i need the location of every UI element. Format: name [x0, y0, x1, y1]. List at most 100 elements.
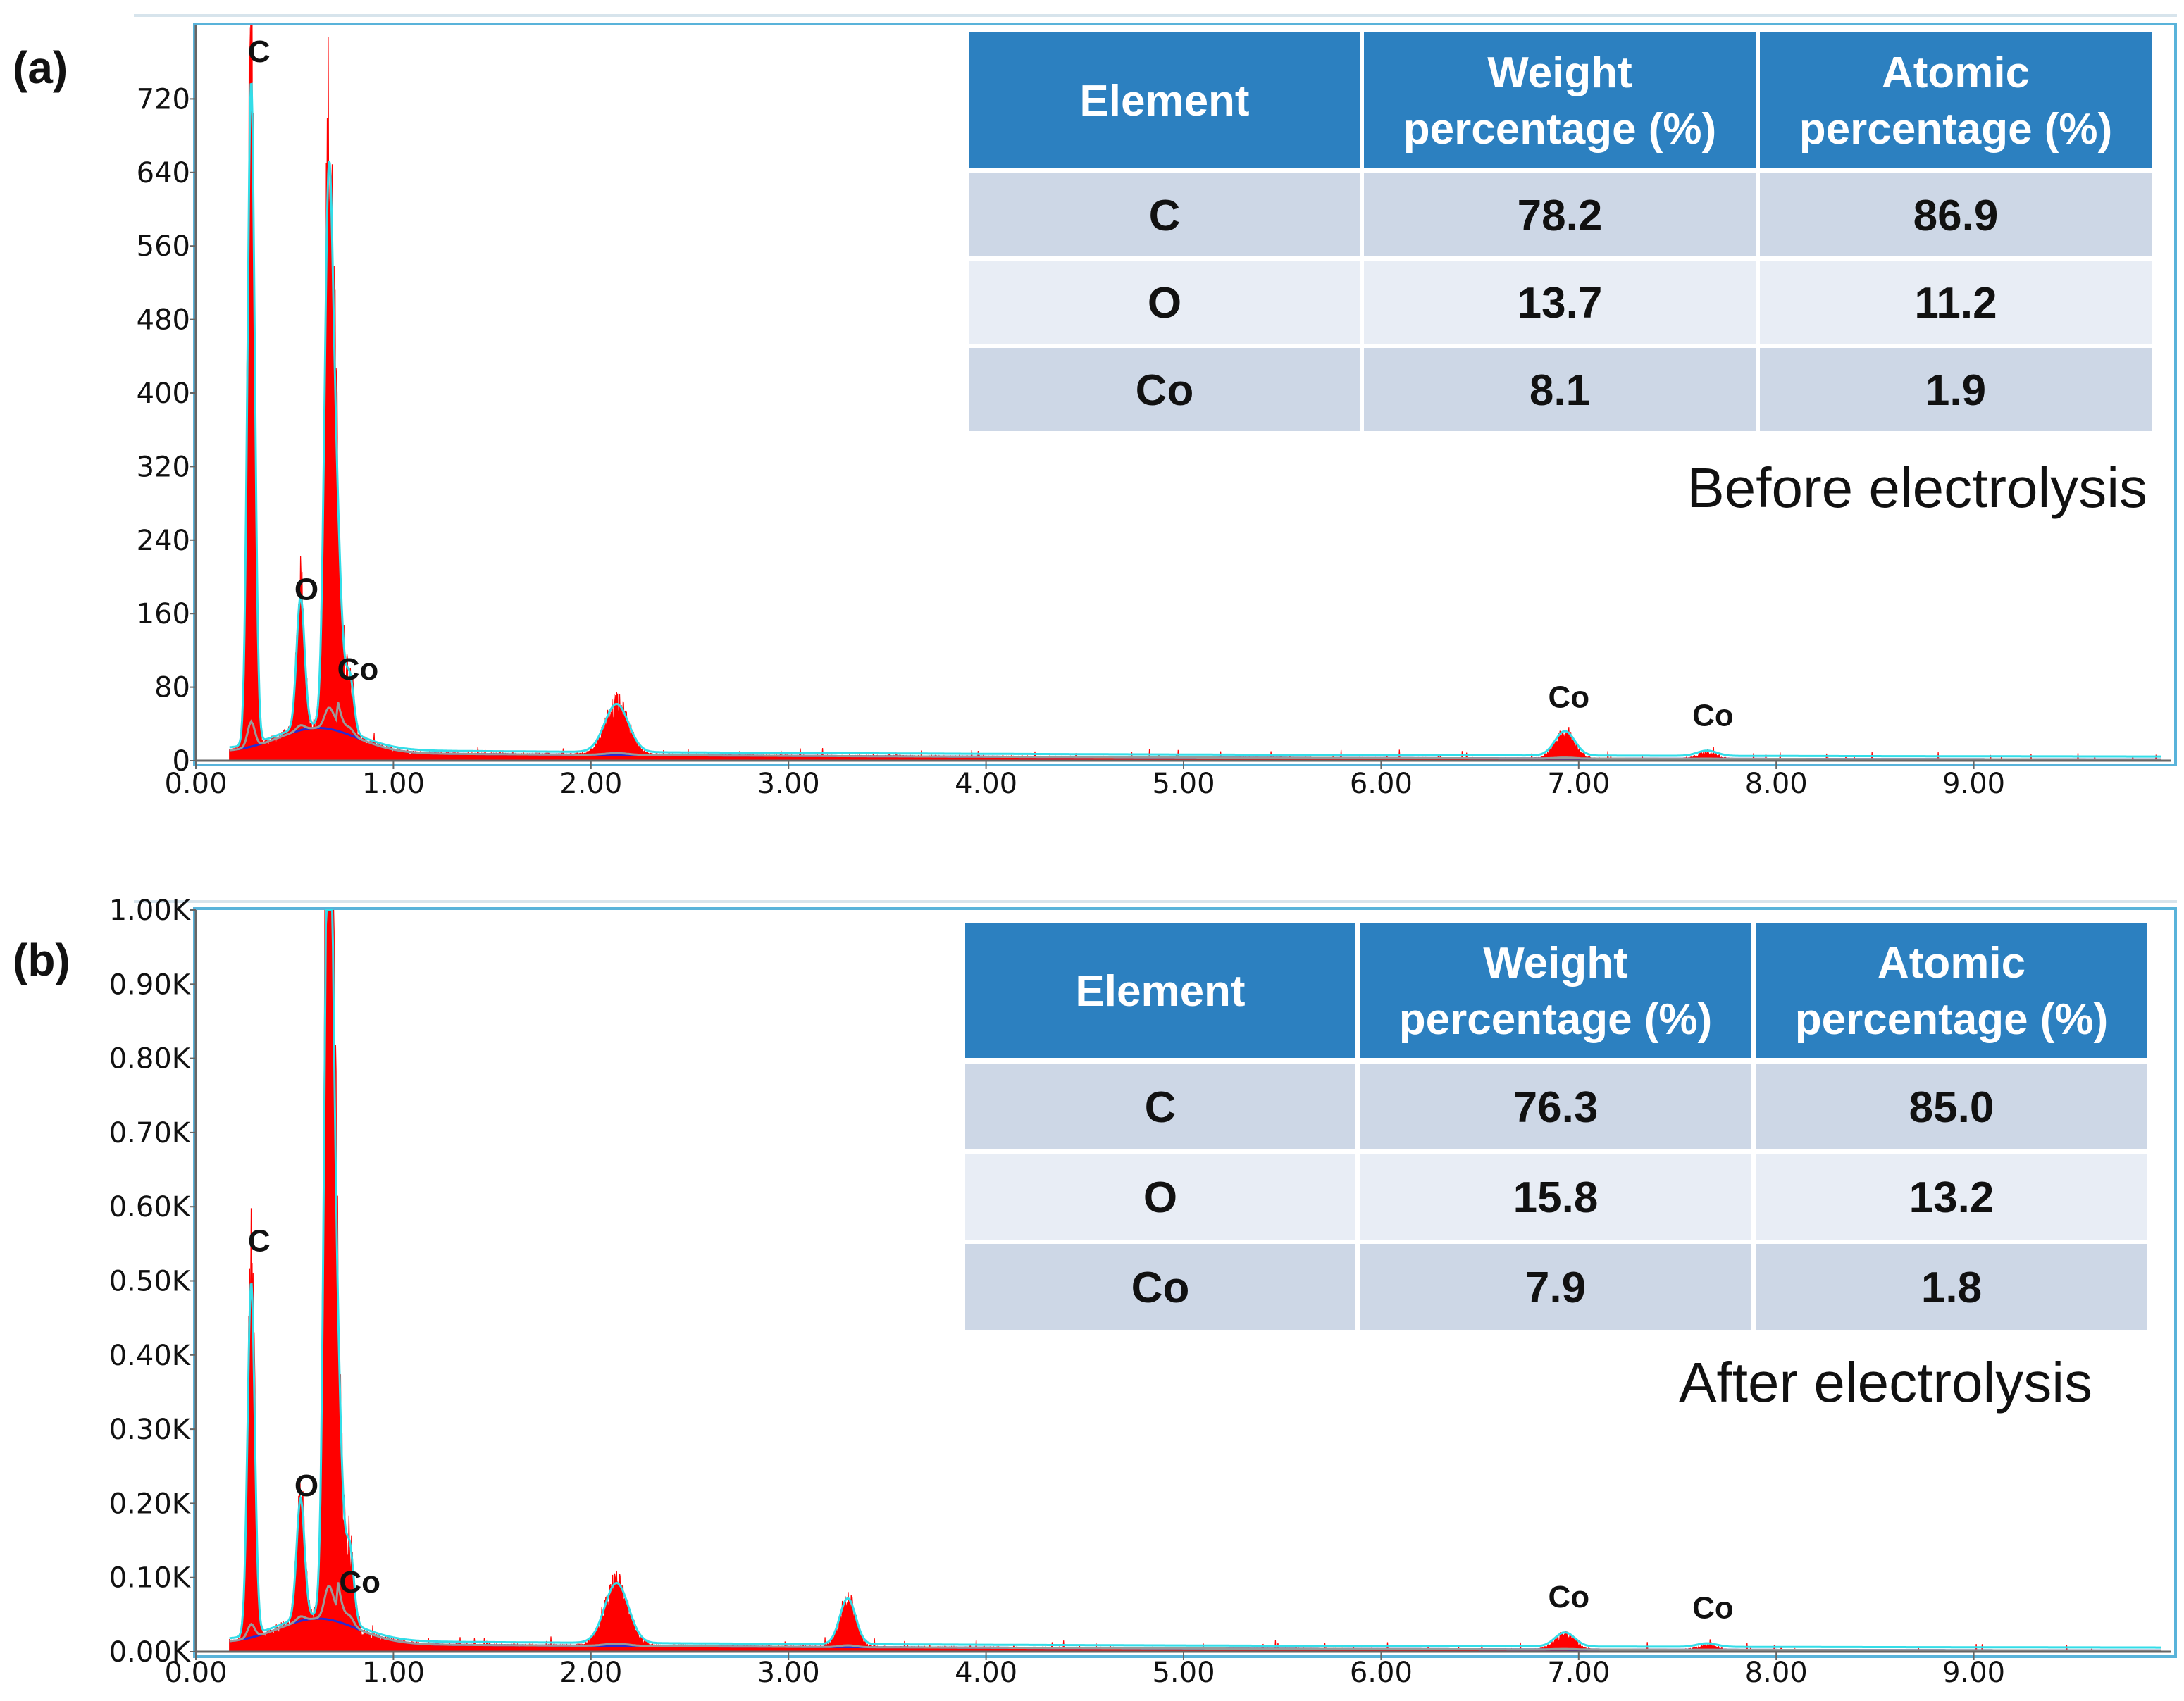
table-header-cell [969, 32, 1360, 168]
table-cell-value: O [1143, 1173, 1177, 1222]
y-tick-label: 0.70K [109, 1117, 192, 1149]
table-cell-value: 76.3 [1513, 1083, 1599, 1132]
peak-label: Co [1692, 1591, 1734, 1626]
y-tick-label: 1.00K [109, 895, 192, 927]
composition-table: Element Weight percentage (%) Atomic percent… [969, 32, 2152, 431]
table-cell [1760, 261, 2152, 344]
y-tick-label: 0.30K [109, 1414, 192, 1446]
y-tick-label: 560 [137, 230, 190, 263]
x-tick-label: 5.00 [1152, 1657, 1215, 1689]
table-cell-value: 11.2 [1914, 279, 1997, 328]
peak-label: Co [1692, 698, 1734, 733]
component-fit-line [229, 702, 2161, 761]
table-cell [1756, 1154, 2147, 1240]
x-tick-label: 7.00 [1547, 1657, 1610, 1689]
table-header-cell [1364, 32, 1756, 168]
x-tick-label: 6.00 [1350, 1657, 1413, 1689]
table-cell-value: 13.7 [1518, 279, 1603, 328]
peak-label: O [294, 573, 318, 607]
table-cell [1360, 1154, 1751, 1240]
table-header-cell [1756, 923, 2147, 1058]
y-tick-label: 0.80K [109, 1043, 192, 1076]
y-tick-label: 240 [137, 525, 190, 557]
panel-b: (b) 0.00 1.00 2.00 3.00 4.00 5.00 6.00 7.00 8.00… [13, 895, 2177, 1689]
table-cell [965, 1154, 1355, 1240]
table-cell-value: 78.2 [1518, 192, 1603, 240]
table-cell [1360, 1244, 1751, 1330]
x-tick-label: 8.00 [1745, 768, 1808, 800]
table-cell-value: 7.9 [1525, 1264, 1586, 1312]
y-tick-label: 0.60K [109, 1191, 192, 1223]
y-tick-label: 720 [137, 83, 190, 116]
x-tick-label: 7.00 [1547, 768, 1610, 800]
x-tick-label: 5.00 [1152, 768, 1215, 800]
table-cell-value: 13.2 [1909, 1173, 1994, 1222]
table-header-text: percentage (%) [1399, 995, 1712, 1044]
table-cell [1364, 348, 1756, 431]
y-tick-label: 0.40K [109, 1340, 192, 1372]
table-cell-value: 1.8 [1921, 1264, 1982, 1312]
table-header-text: Weight [1487, 49, 1632, 97]
y-tick-label: 0 [173, 745, 190, 778]
y-tick-label: 0.00K [109, 1636, 192, 1669]
table-cell [1756, 1244, 2147, 1330]
table-header-text: Weight [1483, 939, 1628, 987]
table-cell [969, 261, 1360, 344]
y-tick-label: 0.10K [109, 1562, 192, 1595]
x-tick-label: 1.00 [362, 1657, 425, 1689]
table-header-text: Atomic [1878, 939, 2025, 987]
table-cell-value: Co [1131, 1264, 1190, 1312]
table-cell-value: Co [1136, 366, 1194, 415]
y-tick-label: 480 [137, 304, 190, 337]
panel-label: (b) [13, 935, 70, 985]
x-tick-label: 3.00 [757, 1657, 820, 1689]
x-tick-label: 2.00 [559, 1657, 622, 1689]
table-cell-value: 86.9 [1913, 192, 1999, 240]
table-header-text: Atomic [1882, 49, 2030, 97]
table-header-text: percentage (%) [1403, 105, 1716, 154]
table-header-text: Element [1075, 967, 1245, 1016]
table-header-cell [1760, 32, 2152, 168]
table-cell [969, 348, 1360, 431]
y-tick-label: 320 [137, 451, 190, 483]
table-cell-value: C [1149, 192, 1181, 240]
peak-label: C [248, 1223, 271, 1258]
x-tick-label: 9.00 [1942, 768, 2005, 800]
composition-table: Element Weight percentage (%) Atomic percent… [965, 923, 2147, 1330]
table-cell [1360, 1064, 1751, 1149]
peak-label: Co [337, 652, 379, 687]
y-tick-label: 0.20K [109, 1488, 192, 1520]
table-cell [1756, 1064, 2147, 1149]
table-cell-value: 1.9 [1925, 366, 1986, 415]
table-header-text: percentage (%) [1795, 995, 2108, 1044]
table-cell [965, 1244, 1355, 1330]
x-tick-label: 0.00 [164, 768, 227, 800]
table-cell [1760, 173, 2152, 256]
table-cell [1364, 173, 1756, 256]
table-cell-value: C [1145, 1083, 1177, 1132]
x-tick-label: 0.00 [164, 1657, 227, 1689]
table-cell-value: 8.1 [1530, 366, 1590, 415]
x-tick-label: 4.00 [955, 1657, 1017, 1689]
chart-caption: Before electrolysis [1687, 456, 2147, 519]
table-header-cell [1360, 923, 1751, 1058]
table-cell-value: 85.0 [1909, 1083, 1994, 1132]
peak-label: O [294, 1469, 318, 1503]
fit-line [229, 909, 2161, 1649]
table-header-text: Element [1079, 77, 1249, 125]
table-header-cell [965, 923, 1355, 1058]
panel-label: (a) [13, 42, 68, 93]
peak-label: Co [339, 1565, 380, 1600]
x-tick-label: 9.00 [1942, 1657, 2005, 1689]
table-cell [1760, 348, 2152, 431]
table-cell-value: O [1148, 279, 1181, 328]
fit-line [229, 82, 2161, 758]
y-tick-label: 160 [137, 598, 190, 630]
y-tick-label: 0.90K [109, 968, 192, 1001]
y-tick-label: 400 [137, 378, 190, 410]
y-tick-label: 0.50K [109, 1266, 192, 1298]
panel-a: (a) 0.00 1.00 2.00 3.00 4.00 5.00 6.00 7.00 8.00… [13, 14, 2177, 800]
component-fit-line [229, 1582, 2161, 1652]
peak-label: Co [1548, 680, 1589, 714]
peak-label: C [248, 35, 271, 69]
